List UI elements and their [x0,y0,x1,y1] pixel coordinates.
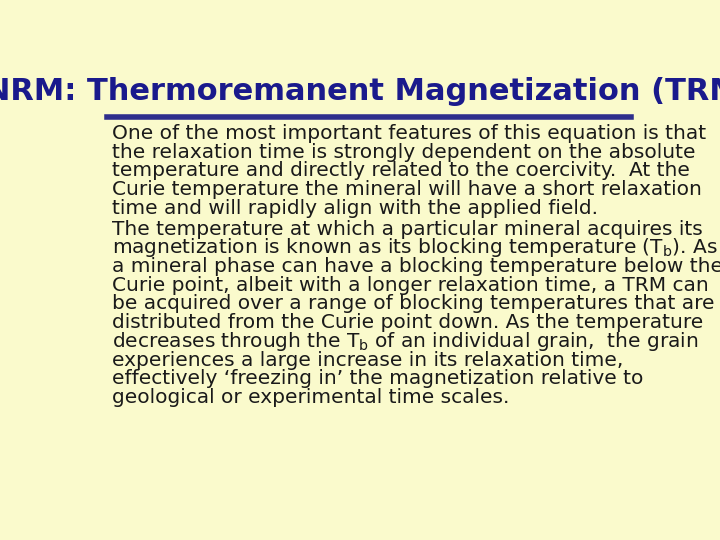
Text: experiences a large increase in its relaxation time,: experiences a large increase in its rela… [112,350,624,369]
Text: temperature and directly related to the coercivity.  At the: temperature and directly related to the … [112,161,690,180]
Text: NRM: Thermoremanent Magnetization (TRM): NRM: Thermoremanent Magnetization (TRM) [0,77,720,106]
Text: effectively ‘freezing in’ the magnetization relative to: effectively ‘freezing in’ the magnetizat… [112,369,644,388]
Text: time and will rapidly align with the applied field.: time and will rapidly align with the app… [112,199,598,218]
Text: The temperature at which a particular mineral acquires its: The temperature at which a particular mi… [112,220,703,239]
Text: One of the most important features of this equation is that: One of the most important features of th… [112,124,706,143]
Text: Curie point, albeit with a longer relaxation time, a TRM can: Curie point, albeit with a longer relaxa… [112,276,709,295]
Text: decreases through the T$_\mathregular{b}$ of an individual grain,  the grain: decreases through the T$_\mathregular{b}… [112,330,699,353]
Text: be acquired over a range of blocking temperatures that are: be acquired over a range of blocking tem… [112,294,715,313]
Text: Curie temperature the mineral will have a short relaxation: Curie temperature the mineral will have … [112,180,702,199]
Text: geological or experimental time scales.: geological or experimental time scales. [112,388,510,407]
Text: distributed from the Curie point down. As the temperature: distributed from the Curie point down. A… [112,313,703,332]
Text: magnetization is known as its blocking temperature (T$_\mathregular{b}$). As: magnetization is known as its blocking t… [112,237,718,259]
Text: a mineral phase can have a blocking temperature below the: a mineral phase can have a blocking temp… [112,257,720,276]
Text: the relaxation time is strongly dependent on the absolute: the relaxation time is strongly dependen… [112,143,696,161]
